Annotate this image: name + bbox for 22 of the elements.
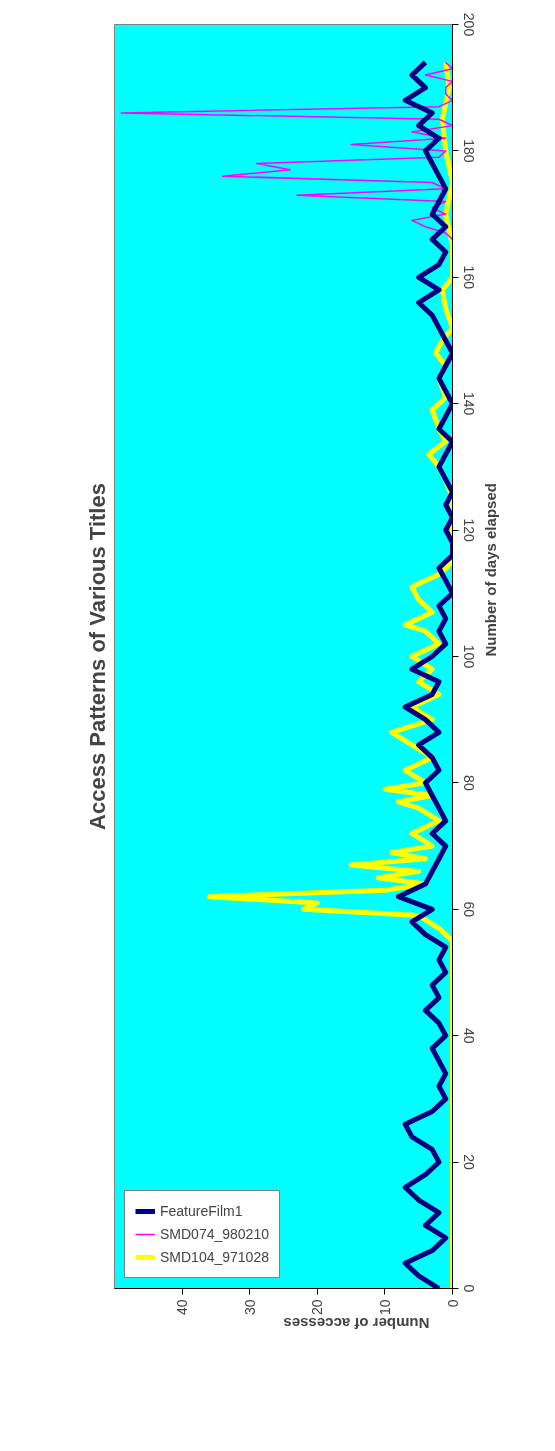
y-tick-label: 40 — [460, 1027, 477, 1044]
text: Access Patterns of Various Titles — [84, 483, 110, 830]
x-axis-title: Number of accesses — [283, 1314, 430, 1332]
x-tick-label: 0 — [444, 1299, 461, 1308]
y-tick-label: 100 — [460, 644, 477, 669]
legend-label: FeatureFilm1 — [160, 1203, 243, 1219]
y-tick-label: 180 — [460, 139, 477, 163]
x-tick-label: 40 — [174, 1299, 191, 1316]
legend-label: SMD074_980210 — [160, 1226, 269, 1242]
y-tick-label: 140 — [460, 392, 477, 416]
y-tick-label: 120 — [460, 518, 477, 542]
x-tick-label: 20 — [309, 1299, 326, 1316]
y-tick-label: 200 — [460, 12, 477, 37]
x-tick-label: 10 — [376, 1299, 393, 1316]
y-tick-label: 0 — [460, 1284, 477, 1293]
y-tick-label: 80 — [460, 775, 477, 791]
legend-label: SMD104_971028 — [160, 1249, 269, 1265]
y-tick-label: 160 — [460, 265, 477, 290]
x-tick-label: 30 — [241, 1299, 258, 1316]
y-tick-label: 60 — [460, 901, 477, 918]
y-tick-label: 20 — [460, 1154, 477, 1171]
y-axis-title: Number of days elapsed — [482, 483, 499, 657]
